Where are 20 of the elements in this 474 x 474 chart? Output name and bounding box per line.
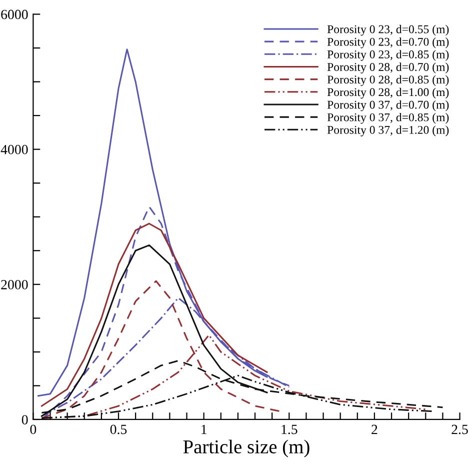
legend-label: Porosity 0 28, d=0.85 (m) xyxy=(327,75,449,86)
legend-label: Porosity 0 23, d=0.85 (m) xyxy=(327,50,449,61)
x-tick-label: 0.5 xyxy=(110,424,127,434)
x-tick-label: 2.5 xyxy=(452,424,468,434)
legend-label: Porosity 0 28, d=0.70 (m) xyxy=(327,62,449,74)
legend-label: Porosity 0 28, d=1.00 (m) xyxy=(327,88,449,99)
x-axis-title: Particle size (m) xyxy=(183,440,310,458)
legend-label: Porosity 0 23, d=0.70 (m) xyxy=(327,38,449,48)
legend-label: Porosity 0 23, d=0.55 (m) xyxy=(327,24,449,36)
legend-label: Porosity 0 37, d=0.85 (m) xyxy=(327,112,449,124)
y-tick-label: 4000 xyxy=(0,144,28,154)
y-tick-label: 6000 xyxy=(1,10,28,20)
x-tick-label: 0 xyxy=(30,424,36,434)
y-tick-label: 2000 xyxy=(1,280,28,290)
legend-label: Porosity 0 37, d=1.20 (m) xyxy=(327,126,449,136)
y-tick-label: 0 xyxy=(22,415,28,424)
x-tick-label: 1.5 xyxy=(282,424,298,434)
x-tick-label: 2 xyxy=(372,424,378,434)
x-tick-label: 1 xyxy=(202,424,206,434)
legend-label: Porosity 0 37, d=0.70 (m) xyxy=(327,100,449,112)
